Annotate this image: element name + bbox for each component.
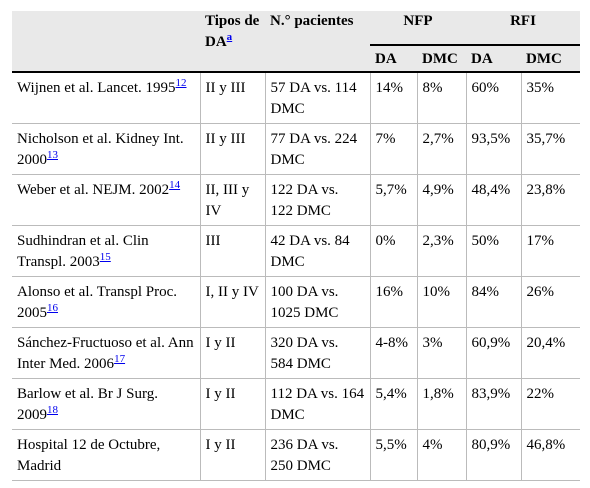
type-cell: I y II <box>200 327 266 379</box>
type-cell: II y III <box>200 123 266 175</box>
study-cell: Weber et al. NEJM. 200214 <box>12 174 201 226</box>
value-cell: 46,8% <box>521 429 580 481</box>
study-text: Alonso et al. Transpl Proc. 2005 <box>17 284 178 321</box>
study-cell: Barlow et al. Br J Surg. 200918 <box>12 378 201 430</box>
study-text: Sánchez-Fructuoso et al. Ann Inter Med. … <box>17 335 194 372</box>
header-cell <box>12 11 200 72</box>
patients-cell: 320 DA vs. 584 DMC <box>265 327 371 379</box>
value-cell: 5,5% <box>370 429 418 481</box>
value-cell: 60,9% <box>466 327 522 379</box>
study-cell: Sánchez-Fructuoso et al. Ann Inter Med. … <box>12 327 201 379</box>
reference-link[interactable]: 12 <box>175 77 187 89</box>
header-row: Tipos de DAa N.° pacientes NFP RFI <box>12 11 580 50</box>
value-cell: 35% <box>521 72 580 124</box>
table-header: Tipos de DAa N.° pacientes NFP RFI DA DM… <box>12 11 580 72</box>
study-cell: Alonso et al. Transpl Proc. 200516 <box>12 276 201 328</box>
value-cell: 2,7% <box>417 123 467 175</box>
value-cell: 22% <box>521 378 580 430</box>
table-body: Wijnen et al. Lancet. 199512 II y III 57 D… <box>12 72 580 481</box>
value-cell: 48,4% <box>466 174 522 226</box>
study-text: Hospital 12 de Octubre, Madrid <box>17 437 161 474</box>
patients-cell: 122 DA vs. 122 DMC <box>265 174 371 226</box>
value-cell: 0% <box>370 225 418 277</box>
study-text: Wijnen et al. Lancet. 1995 <box>17 80 176 96</box>
reference-link[interactable]: 17 <box>114 353 126 365</box>
value-cell: 20,4% <box>521 327 580 379</box>
value-cell: 26% <box>521 276 580 328</box>
group-header: NFP <box>403 13 433 29</box>
value-cell: 5,7% <box>370 174 418 226</box>
value-cell: 14% <box>370 72 418 124</box>
study-text: Nicholson et al. Kidney Int. 2000 <box>17 131 184 168</box>
table-row: Hospital 12 de Octubre, Madrid I y II 236 … <box>12 429 580 481</box>
type-cell: I y II <box>200 429 266 481</box>
value-cell: 83,9% <box>466 378 522 430</box>
value-cell: 16% <box>370 276 418 328</box>
patients-cell: 77 DA vs. 224 DMC <box>265 123 371 175</box>
table-row: Sudhindran et al. Clin Transpl. 200315 II… <box>12 225 580 277</box>
value-cell: 80,9% <box>466 429 522 481</box>
value-cell: 2,3% <box>417 225 467 277</box>
reference-link[interactable]: 14 <box>169 179 181 191</box>
subheader-cell: DMC <box>417 44 467 72</box>
table-container: Tipos de DAa N.° pacientes NFP RFI DA DM… <box>12 11 580 488</box>
table-row: Alonso et al. Transpl Proc. 200516 I, II … <box>12 276 580 328</box>
study-text: Barlow et al. Br J Surg. 2009 <box>17 386 158 423</box>
header-text: Tipos de DA <box>205 13 260 50</box>
table-row: Wijnen et al. Lancet. 199512 II y III 57 D… <box>12 72 580 124</box>
study-text: Weber et al. NEJM. 2002 <box>17 182 170 198</box>
value-cell: 93,5% <box>466 123 522 175</box>
type-cell: II, III y IV <box>200 174 266 226</box>
header-cell: N.° pacientes <box>270 13 354 29</box>
data-table: Tipos de DAa N.° pacientes NFP RFI DA DM… <box>12 11 580 481</box>
table-row: Sánchez-Fructuoso et al. Ann Inter Med. … <box>12 327 580 379</box>
header-cell: Tipos de DAa <box>200 11 265 72</box>
table-row: Weber et al. NEJM. 200214 II, III y IV 122… <box>12 174 580 226</box>
value-cell: 4-8% <box>370 327 418 379</box>
patients-cell: 42 DA vs. 84 DMC <box>265 225 371 277</box>
value-cell: 4,9% <box>417 174 467 226</box>
value-cell: 17% <box>521 225 580 277</box>
reference-link[interactable]: 16 <box>47 302 58 314</box>
value-cell: 8% <box>417 72 467 124</box>
value-cell: 1,8% <box>417 378 467 430</box>
reference-link[interactable]: 15 <box>99 251 111 263</box>
value-cell: 50% <box>466 225 522 277</box>
value-cell: 60% <box>466 72 522 124</box>
patients-cell: 236 DA vs. 250 DMC <box>265 429 371 481</box>
table-row: Barlow et al. Br J Surg. 200918 I y II 112… <box>12 378 580 430</box>
value-cell: 3% <box>417 327 467 379</box>
study-cell: Nicholson et al. Kidney Int. 200013 <box>12 123 201 175</box>
value-cell: 10% <box>417 276 467 328</box>
table-row: Nicholson et al. Kidney Int. 200013 II y … <box>12 123 580 175</box>
value-cell: 7% <box>370 123 418 175</box>
value-cell: 4% <box>417 429 467 481</box>
patients-cell: 100 DA vs. 1025 DMC <box>265 276 371 328</box>
type-cell: I, II y IV <box>200 276 266 328</box>
study-cell: Sudhindran et al. Clin Transpl. 200315 <box>12 225 201 277</box>
footnote-link[interactable]: a <box>226 31 233 43</box>
subheader-cell: DA <box>370 44 417 72</box>
value-cell: 84% <box>466 276 522 328</box>
study-cell: Wijnen et al. Lancet. 199512 <box>12 72 201 124</box>
group-header: RFI <box>510 13 536 29</box>
study-cell: Hospital 12 de Octubre, Madrid <box>12 429 201 481</box>
value-cell: 35,7% <box>521 123 580 175</box>
patients-cell: 112 DA vs. 164 DMC <box>265 378 371 430</box>
type-cell: II y III <box>200 72 266 124</box>
type-cell: I y II <box>200 378 266 430</box>
patients-cell: 57 DA vs. 114 DMC <box>265 72 371 124</box>
study-text: Sudhindran et al. Clin Transpl. 2003 <box>17 233 149 270</box>
subheader-cell: DMC <box>521 44 580 72</box>
subheader-cell: DA <box>466 44 522 72</box>
reference-link[interactable]: 13 <box>47 149 58 161</box>
reference-link[interactable]: 18 <box>47 404 58 416</box>
value-cell: 5,4% <box>370 378 418 430</box>
type-cell: III <box>200 225 266 277</box>
value-cell: 23,8% <box>521 174 580 226</box>
